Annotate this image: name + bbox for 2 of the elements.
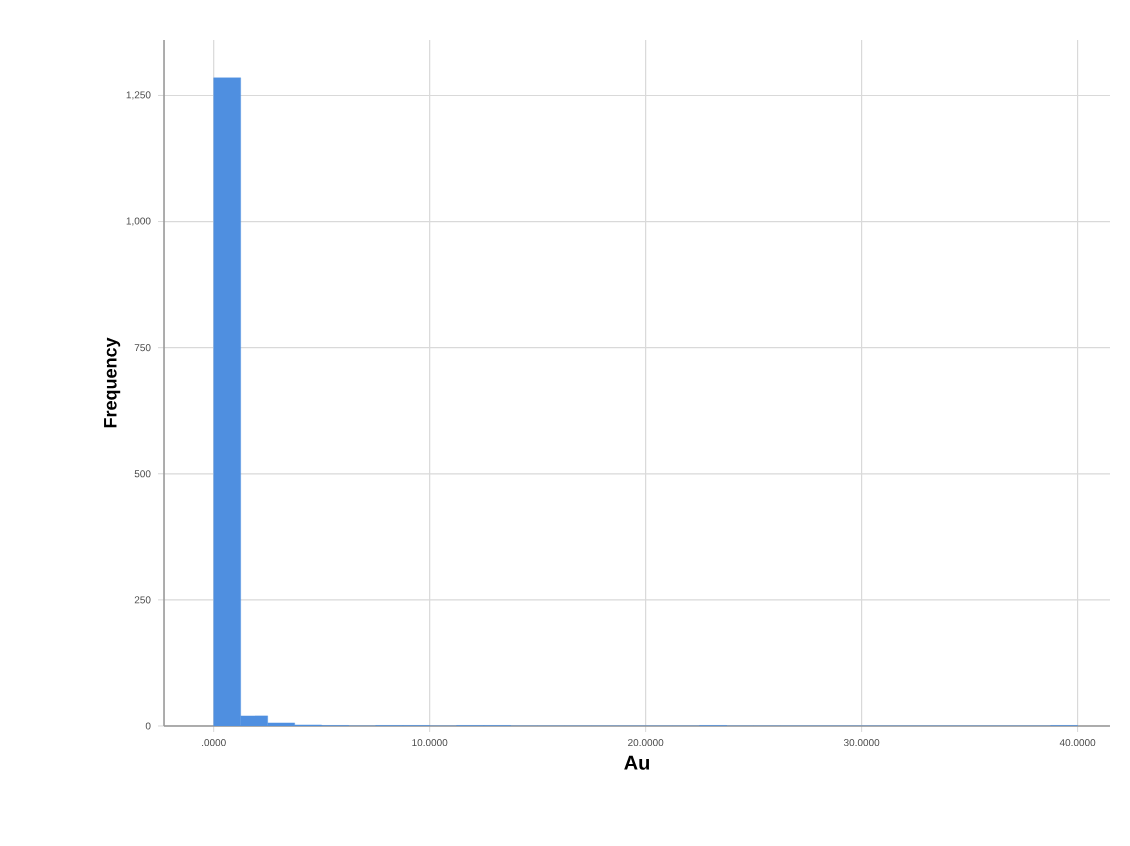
x-axis-title: Au xyxy=(624,755,650,770)
y-axis-title: Frequency xyxy=(104,337,121,428)
